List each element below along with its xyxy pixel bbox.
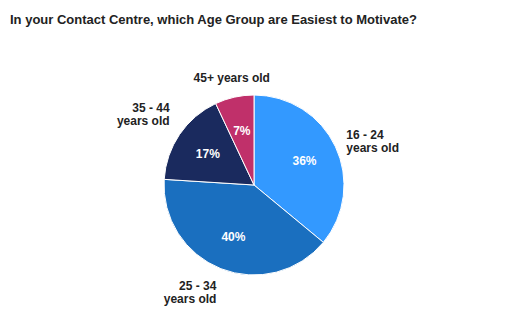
data-label: 40%	[221, 230, 245, 244]
slices	[164, 95, 344, 275]
title: In your Contact Centre, which Age Group …	[10, 12, 417, 27]
category-label: 35 - 44years old	[117, 101, 170, 128]
data-label: 36%	[292, 154, 316, 168]
data-label: 7%	[233, 124, 251, 138]
chart: In your Contact Centre, which Age Group …	[0, 0, 509, 325]
slice	[216, 95, 254, 185]
category-label: 16 - 24years old	[346, 128, 399, 155]
labels: 36% 16 - 24years old 40% 25 - 34years old 17…	[117, 71, 399, 305]
category-label: 45+ years old	[194, 71, 270, 85]
slice	[164, 179, 323, 275]
category-label: 25 - 34years old	[164, 279, 217, 306]
data-label: 17%	[196, 147, 220, 161]
